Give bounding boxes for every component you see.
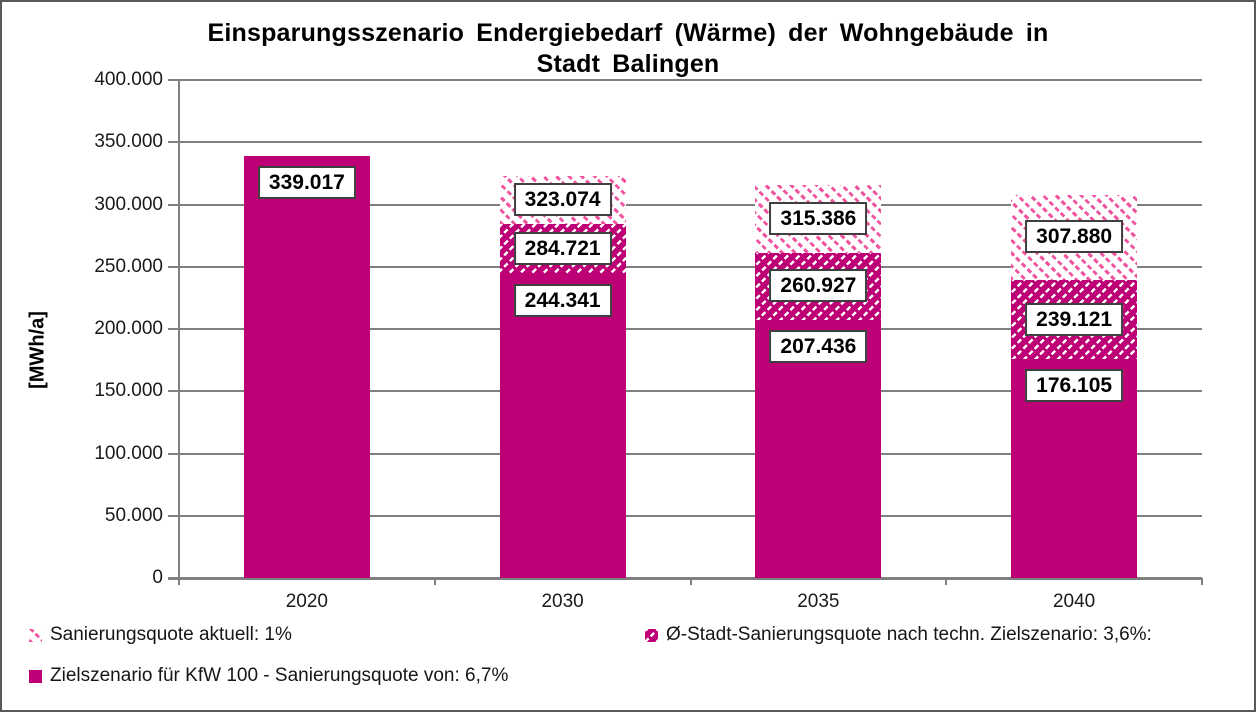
y-axis-tick-label: 200.000: [94, 318, 163, 339]
value-label-2020-solid: 339.017: [257, 165, 356, 199]
value-label-2030-solid: 244.341: [513, 283, 612, 317]
value-label-2040-dense-hatch: 239.121: [1025, 302, 1124, 336]
x-axis-tick: [1201, 578, 1203, 585]
x-axis-label-2040: 2040: [1052, 591, 1096, 612]
legend-label: Zielszenario für KfW 100 - Sanierungsquo…: [50, 665, 509, 686]
gridline: [168, 390, 1202, 393]
y-axis-tick-label: 150.000: [94, 380, 163, 402]
gridline: [168, 265, 1202, 268]
value-label-2035-light-hatch: 315.386: [769, 202, 868, 236]
x-axis-tick: [178, 578, 180, 585]
bar-segment-2030-solid: [499, 273, 626, 578]
x-axis-label-2020: 2020: [285, 591, 329, 612]
y-axis-tick-label: 300.000: [94, 193, 163, 215]
value-label-2030-light-hatch: 323.074: [513, 182, 612, 216]
y-axis-tick-label: 400.000: [94, 69, 163, 90]
y-axis-tick-label: 100.000: [94, 442, 163, 464]
value-label-2030-dense-hatch: 284.721: [513, 231, 612, 265]
y-axis-tick-label: 50.000: [104, 504, 163, 526]
gridline: [168, 514, 1202, 517]
gridline: [168, 203, 1202, 206]
x-axis-label-2035: 2035: [797, 591, 840, 612]
legend-label: Ø-Stadt-Sanierungsquote nach techn. Ziel…: [666, 624, 1152, 645]
dense-hatch-swatch-icon: [645, 628, 658, 642]
gridline: [168, 328, 1202, 330]
solid-swatch-icon: [29, 669, 42, 683]
chart-title-line-2: Stadt Balingen: [536, 50, 720, 78]
x-axis-label-2030: 2030: [541, 591, 584, 612]
gridline: [168, 452, 1202, 455]
value-label-2040-solid: 176.105: [1025, 368, 1124, 402]
y-axis-tick-label: 0: [152, 567, 163, 588]
x-axis-tick: [945, 578, 948, 585]
x-axis-tick: [689, 578, 692, 585]
y-axis-line: [178, 80, 180, 585]
x-axis-tick: [433, 578, 436, 585]
y-axis-tick-label: 250.000: [94, 255, 163, 277]
value-label-2035-dense-hatch: 260.927: [769, 269, 868, 303]
gridline: [168, 141, 1202, 144]
legend-label: Sanierungsquote aktuell: 1%: [50, 624, 292, 645]
legend-item-sanierungsquote-aktuell: Sanierungsquote aktuell: 1%: [29, 622, 292, 648]
legend-item-stadt-sanierungsquote: Ø-Stadt-Sanierungsquote nach techn. Ziel…: [645, 622, 1152, 648]
legend-item-zielszenario-kfw100: Zielszenario für KfW 100 - Sanierungsquo…: [29, 663, 508, 689]
bar-segment-2035-solid: [755, 319, 882, 578]
chart-title: Einsparungsszenario Endergiebedarf (Wärm…: [2, 18, 1254, 80]
chart-title-line-1: Einsparungsszenario Endergiebedarf (Wärm…: [207, 19, 1049, 47]
y-axis-tick-label: 350.000: [94, 131, 163, 153]
gridline: [168, 577, 1202, 580]
gridline: [168, 79, 1202, 81]
value-label-2035-solid: 207.436: [769, 329, 868, 363]
value-label-2040-light-hatch: 307.880: [1025, 220, 1124, 254]
bar-segment-2020-solid: [243, 155, 370, 578]
light-hatch-swatch-icon: [29, 628, 42, 642]
